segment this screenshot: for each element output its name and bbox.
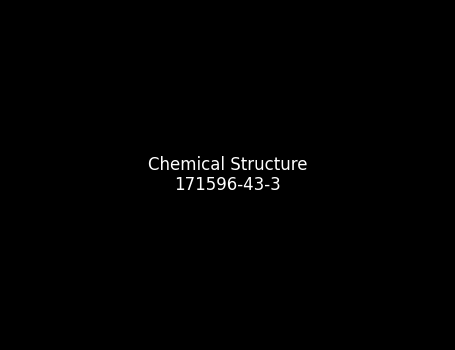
Text: Chemical Structure
171596-43-3: Chemical Structure 171596-43-3 <box>148 156 307 194</box>
